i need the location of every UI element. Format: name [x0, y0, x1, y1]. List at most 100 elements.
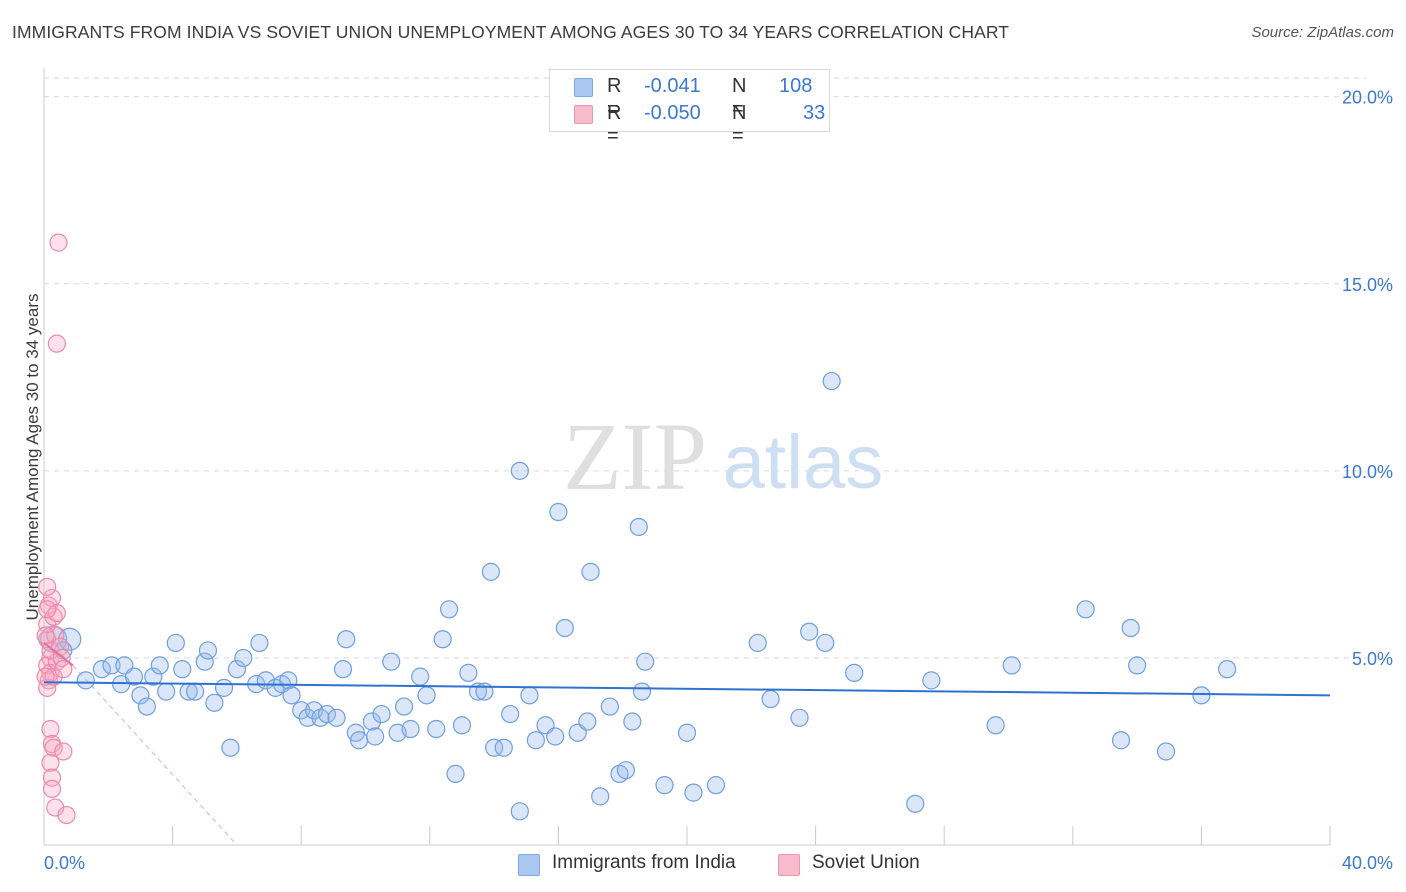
legend-swatch-india: [574, 78, 593, 97]
india-point: [845, 663, 864, 682]
source-credit: Source: ZipAtlas.com: [1251, 24, 1394, 41]
soviet-point: [38, 600, 57, 619]
india-point: [555, 618, 574, 638]
india-point: [485, 738, 504, 757]
india-point: [501, 704, 520, 724]
india-point: [1127, 656, 1147, 675]
india-point: [986, 716, 1005, 735]
india-point: [433, 630, 452, 649]
india-point: [600, 697, 619, 716]
india-point: [166, 633, 185, 653]
india-point: [227, 660, 246, 679]
india-point: [394, 697, 414, 716]
india-point: [578, 712, 597, 731]
india-point: [623, 712, 642, 731]
soviet-point: [47, 603, 66, 623]
india-point: [616, 761, 636, 780]
india-point: [684, 783, 703, 802]
axes: [43, 68, 1331, 846]
india-point: [282, 686, 301, 705]
india-point: [636, 652, 655, 671]
india-point: [816, 633, 835, 653]
india-point: [349, 731, 369, 750]
india-point: [446, 764, 465, 784]
india-point: [475, 682, 494, 701]
soviet-point: [54, 742, 73, 761]
soviet-point: [36, 626, 55, 645]
india-point: [298, 708, 317, 727]
soviet-point: [57, 805, 76, 825]
india-point: [333, 660, 353, 679]
india-point: [790, 708, 809, 727]
india-point: [250, 633, 269, 653]
india-point: [205, 693, 224, 712]
india-point: [510, 461, 529, 480]
india-point: [629, 517, 648, 537]
india-points: [40, 371, 1237, 821]
india-point: [459, 663, 478, 682]
india-trend-group: [43, 642, 1331, 697]
y-tick-label: 15.0%: [1342, 275, 1393, 295]
legend-r-label: R =: [607, 102, 622, 147]
india-point: [124, 667, 144, 686]
soviet-point: [41, 753, 60, 772]
india-point: [362, 712, 382, 731]
india-point: [198, 641, 218, 660]
series-swatch-soviet: [778, 854, 800, 876]
india-point: [157, 682, 176, 701]
india-point: [327, 708, 346, 727]
india-point: [481, 562, 500, 581]
legend-n-value: 108: [779, 75, 813, 97]
soviet-point: [54, 660, 73, 679]
india-point: [1218, 660, 1237, 679]
india-point: [317, 704, 337, 724]
india-point: [173, 660, 192, 679]
india-point: [452, 716, 472, 735]
soviet-point: [49, 233, 68, 252]
watermark: ZIP atlas: [563, 403, 883, 510]
soviet-trend-line: [43, 642, 74, 667]
india-point: [520, 686, 539, 705]
india-point: [102, 656, 121, 675]
india-point: [372, 704, 391, 724]
y-axis-label: Unemployment Among Ages 30 to 34 years: [23, 293, 42, 621]
india-point: [706, 776, 726, 795]
india-point: [1121, 618, 1140, 638]
series-label-soviet: Soviet Union: [812, 852, 920, 873]
india-point: [137, 697, 156, 716]
legend-n-label: N =: [732, 102, 747, 147]
grid-lines: [44, 77, 1366, 659]
india-point: [195, 652, 214, 671]
india-point: [494, 738, 513, 757]
x-tick-label: 40.0%: [1342, 853, 1393, 873]
india-point: [761, 689, 780, 709]
x-tick-labels: 0.0% 40.0%: [44, 853, 1393, 873]
india-point: [427, 719, 446, 739]
soviet-point: [44, 738, 63, 757]
soviet-trend-group: [72, 665, 238, 846]
india-point: [411, 667, 430, 686]
india-point: [92, 660, 111, 679]
india-point: [591, 787, 610, 806]
y-tick-label: 10.0%: [1342, 462, 1393, 482]
legend-r-value: -0.041: [644, 75, 701, 97]
legend-r-value: -0.050: [644, 102, 701, 124]
soviet-trend-extension: [72, 665, 238, 846]
india-trend-line: [43, 681, 1331, 697]
soviet-point: [38, 678, 57, 697]
india-point: [417, 686, 436, 705]
india-point: [510, 802, 529, 821]
india-point: [366, 727, 385, 746]
india-point: [150, 656, 169, 675]
watermark-atlas: atlas: [723, 420, 884, 505]
india-point: [1002, 656, 1021, 675]
india-point: [1192, 686, 1211, 705]
india-point: [131, 686, 150, 705]
soviet-point: [47, 334, 66, 353]
india-point: [549, 502, 568, 522]
india-point: [748, 633, 767, 653]
series-swatch-india: [518, 854, 540, 876]
legend-n-label: N =: [732, 75, 747, 120]
india-point: [76, 671, 95, 690]
